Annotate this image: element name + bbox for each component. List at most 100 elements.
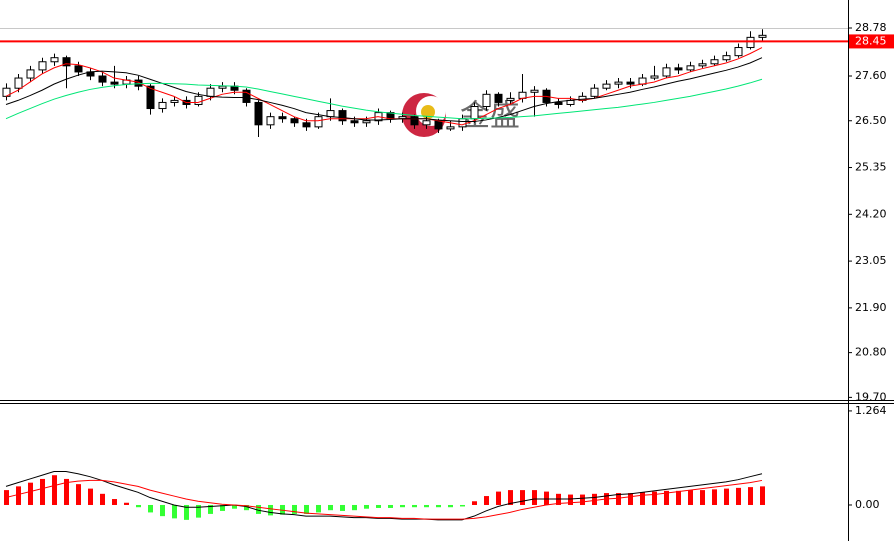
candles [2, 29, 767, 138]
candle-body [38, 61, 47, 71]
candle-body [98, 75, 107, 83]
histogram-bar [592, 493, 597, 505]
candle-body [422, 120, 431, 126]
histogram-bar [424, 504, 429, 508]
histogram-bar [748, 487, 753, 505]
candle-body [218, 85, 227, 89]
histogram-bar [436, 504, 441, 508]
y-tick-label: 27.60 [855, 69, 887, 82]
histogram-bar [64, 478, 69, 505]
candle-body [626, 81, 635, 85]
histogram-bar [28, 482, 33, 505]
candle-body [710, 59, 719, 65]
histogram-bar [304, 504, 309, 514]
histogram-bar [460, 504, 465, 507]
histogram-bar [580, 494, 585, 505]
candle-body [494, 93, 503, 103]
histogram-bar [52, 475, 57, 505]
histogram-bar [484, 496, 489, 505]
histogram-bar [736, 487, 741, 505]
candle-body [50, 57, 59, 63]
histogram-bar [148, 504, 153, 513]
candle-body [530, 89, 539, 93]
histogram-bar [328, 504, 333, 511]
candle-body [698, 63, 707, 67]
candle-body [614, 81, 623, 85]
candle-body [650, 75, 659, 79]
candle-body [74, 65, 83, 73]
histogram-bar [244, 504, 249, 511]
histogram-bar [208, 504, 213, 514]
histogram-bar [676, 490, 681, 505]
candle-body [266, 116, 275, 126]
candle-body [206, 87, 215, 97]
histogram-bar [508, 490, 513, 505]
histogram-bar [532, 490, 537, 505]
histogram-bar [544, 491, 549, 505]
candle-body [734, 47, 743, 57]
histogram-bar [388, 504, 393, 508]
histogram-bar [112, 499, 117, 505]
histogram-bar [412, 504, 417, 508]
candle-body [686, 65, 695, 71]
candle-body [62, 57, 71, 67]
candle-body [326, 110, 335, 118]
macd-line [5, 479, 763, 520]
histogram-bar [232, 504, 237, 509]
candle-body [746, 36, 755, 49]
histogram-bar [376, 504, 381, 508]
candle-body [590, 87, 599, 97]
candle-body [662, 67, 671, 77]
histogram-bar [472, 501, 477, 505]
candle-body [254, 101, 263, 126]
candle-body [554, 101, 563, 105]
candle-body [362, 120, 371, 124]
candle-body [146, 85, 155, 110]
histogram-bar [700, 490, 705, 505]
histogram-bar [364, 504, 369, 509]
current-price-box [849, 34, 894, 49]
candle-body [470, 106, 479, 120]
candle-body [482, 93, 491, 108]
y-tick-label: 26.50 [855, 114, 887, 127]
candle-body [722, 55, 731, 61]
candle-body [602, 83, 611, 89]
histogram-bar [256, 504, 261, 514]
histogram-bar [652, 491, 657, 505]
histogram-bar [640, 492, 645, 505]
candle-body [26, 69, 35, 79]
candle-body [410, 116, 419, 126]
histogram-bar [268, 504, 273, 516]
y-tick-label: 25.35 [855, 161, 887, 174]
y-tick-label: 28.78 [855, 21, 887, 34]
histogram-bar [184, 504, 189, 520]
histogram-bar [568, 494, 573, 505]
y-tick-label: 21.90 [855, 301, 887, 314]
candle-body [350, 120, 359, 124]
candle-body [338, 110, 347, 122]
histogram-bar [688, 490, 693, 505]
candle-body [314, 116, 323, 128]
histogram-bar [352, 504, 357, 511]
candle-body [110, 81, 119, 85]
candle-body [278, 116, 287, 120]
moving-average [5, 57, 763, 123]
histogram-bar [76, 484, 81, 505]
candle-body [506, 97, 515, 101]
histogram-bar [292, 504, 297, 514]
histogram-bar [316, 504, 321, 513]
logo-dot [421, 105, 435, 119]
histogram-bar [124, 502, 129, 505]
histogram-bar [100, 493, 105, 505]
histogram-bar [664, 490, 669, 505]
y-tick-label: 23.05 [855, 254, 887, 267]
histogram-bar [724, 488, 729, 505]
candle-body [434, 120, 443, 130]
candle-body [290, 118, 299, 124]
y-tick-label: 24.20 [855, 207, 887, 220]
histogram-bar [400, 504, 405, 508]
histogram-bar [220, 504, 225, 511]
current-price-label: 28.45 [855, 34, 887, 47]
